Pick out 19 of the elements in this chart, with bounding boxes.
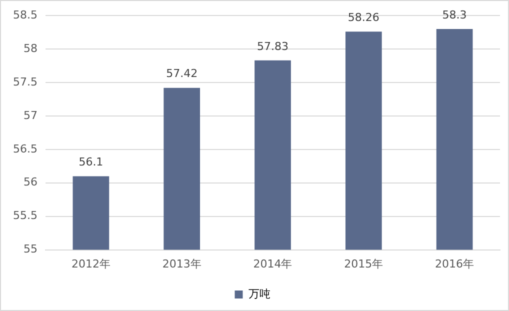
y-tick-label: 58 [23,42,38,55]
y-tick-label: 57.5 [12,75,38,88]
data-label: 58.26 [348,11,380,24]
x-tick-label: 2015年 [344,257,384,270]
y-tick-label: 55 [23,242,38,256]
x-tick-label: 2013年 [162,257,202,270]
y-tick-label: 55.5 [12,209,38,222]
y-tick-label: 56.5 [12,142,38,156]
legend-label: 万吨 [248,287,270,300]
x-tick-label: 2012年 [71,257,110,270]
y-tick-label: 56 [23,176,38,189]
data-label: 57.42 [166,67,198,80]
y-tick-label: 58.5 [12,8,38,22]
y-tick-label: 57 [23,108,38,122]
x-tick-label: 2014年 [253,257,292,270]
data-label: 57.83 [256,40,288,53]
x-tick-label: 2016年 [435,257,474,270]
data-label: 56.1 [78,156,104,169]
data-label: 58.3 [442,8,467,22]
